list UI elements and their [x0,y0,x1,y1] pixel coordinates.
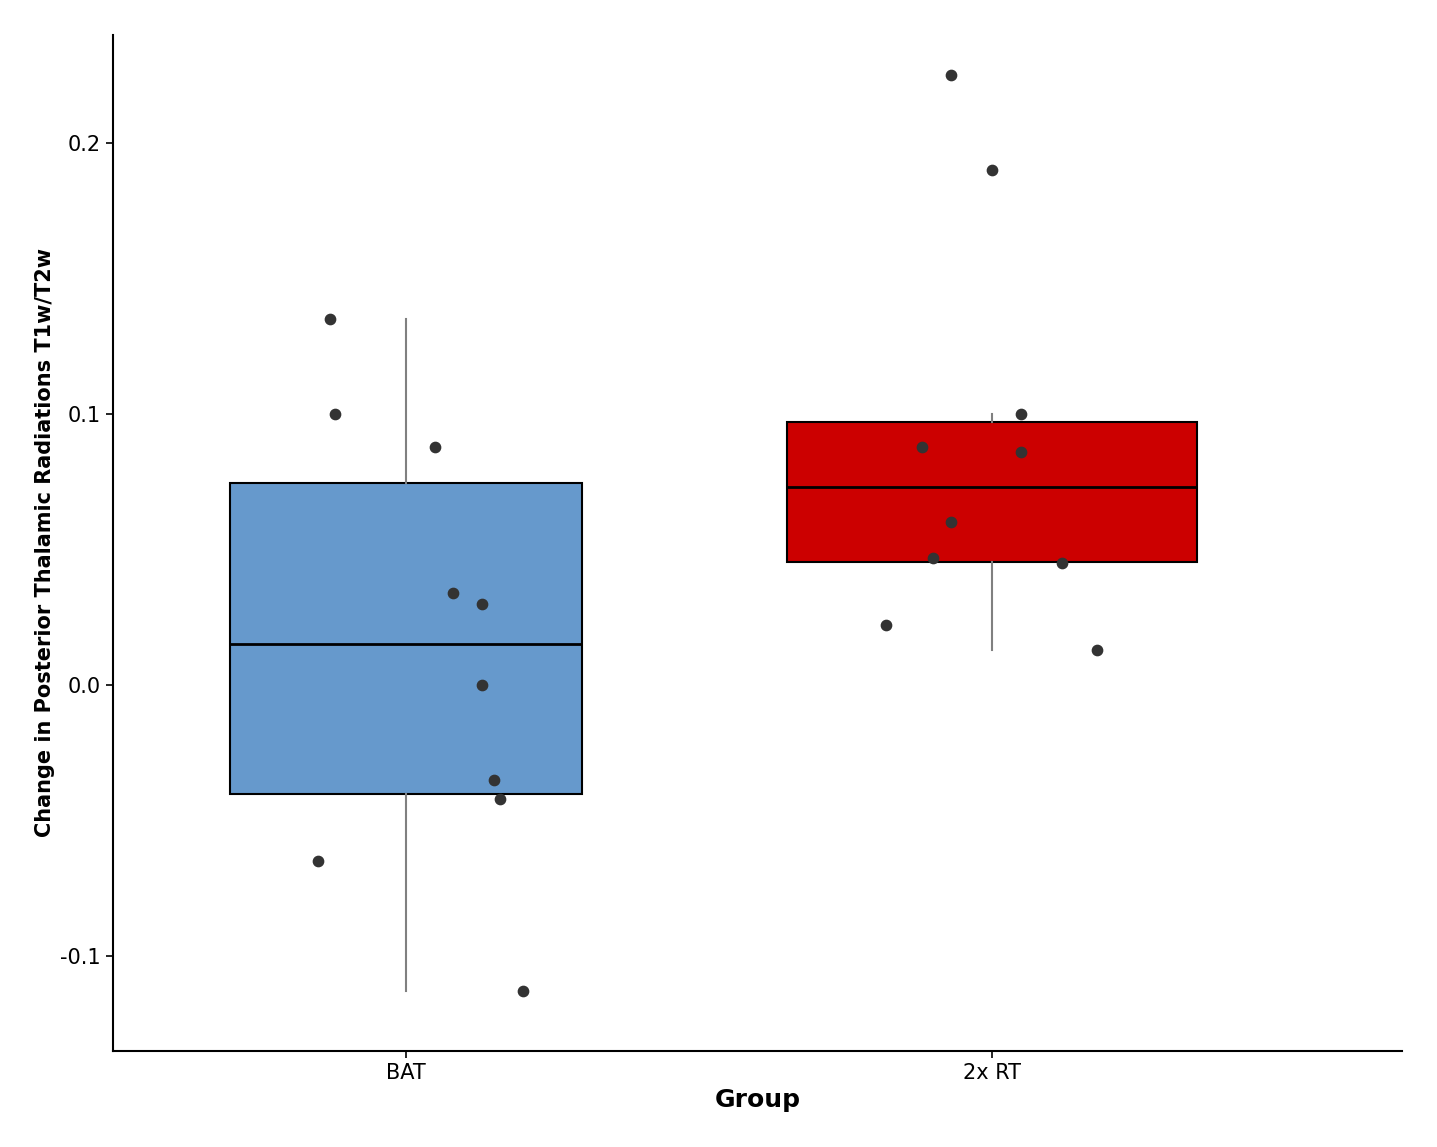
X-axis label: Group: Group [714,1089,800,1113]
Point [1086,641,1109,660]
Point [1010,405,1033,423]
Point [441,584,464,602]
Point [1050,554,1073,572]
Point [323,405,346,423]
Point [940,514,963,532]
Point [910,437,933,455]
Point [875,616,898,634]
Point [940,67,963,85]
Point [470,676,493,694]
PathPatch shape [230,483,582,794]
Point [489,790,512,809]
Y-axis label: Change in Posterior Thalamic Radiations T1w/T2w: Change in Posterior Thalamic Radiations … [34,248,55,837]
Point [1010,443,1033,461]
PathPatch shape [787,422,1197,562]
Point [306,852,329,871]
Point [923,548,946,567]
Point [318,310,341,328]
Point [424,437,447,455]
Point [483,771,506,789]
Point [470,594,493,612]
Point [980,161,1003,179]
Point [512,982,535,1000]
